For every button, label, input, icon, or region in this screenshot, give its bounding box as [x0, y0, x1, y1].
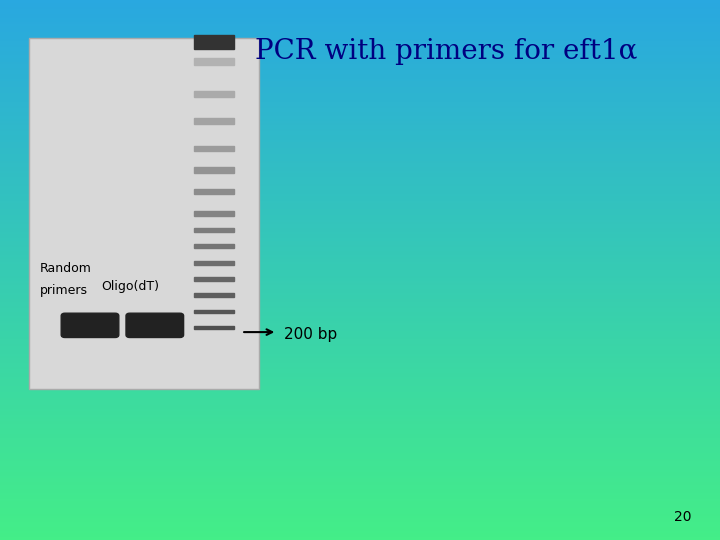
FancyBboxPatch shape: [194, 244, 234, 248]
FancyBboxPatch shape: [194, 261, 234, 265]
FancyBboxPatch shape: [194, 91, 234, 97]
FancyBboxPatch shape: [194, 326, 234, 329]
Text: 20: 20: [674, 510, 691, 524]
FancyBboxPatch shape: [194, 211, 234, 216]
Text: PCR with primers for eft1α: PCR with primers for eft1α: [255, 38, 638, 65]
FancyBboxPatch shape: [194, 146, 234, 151]
Text: Oligo(dT): Oligo(dT): [101, 280, 159, 293]
FancyBboxPatch shape: [194, 228, 234, 232]
FancyBboxPatch shape: [194, 310, 234, 313]
FancyBboxPatch shape: [61, 313, 119, 338]
FancyBboxPatch shape: [194, 277, 234, 281]
FancyBboxPatch shape: [194, 35, 234, 49]
FancyBboxPatch shape: [126, 313, 184, 338]
Text: primers: primers: [40, 284, 88, 297]
Text: Random: Random: [40, 262, 91, 275]
FancyBboxPatch shape: [194, 118, 234, 124]
FancyBboxPatch shape: [194, 293, 234, 297]
FancyBboxPatch shape: [194, 167, 234, 173]
FancyBboxPatch shape: [194, 190, 234, 194]
Text: 200 bp: 200 bp: [284, 327, 338, 342]
FancyBboxPatch shape: [29, 38, 259, 389]
FancyBboxPatch shape: [194, 58, 234, 65]
